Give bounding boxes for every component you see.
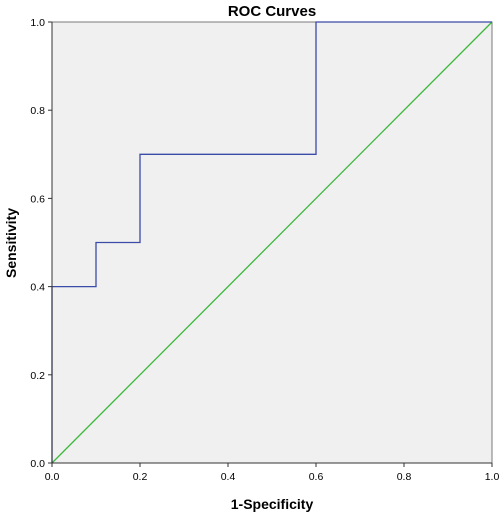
y-axis-label: Sensitivity [3,208,19,278]
y-tick-label: 0.2 [30,370,45,382]
y-tick-label: 0.8 [30,105,45,117]
y-tick-label: 0.6 [30,193,45,205]
x-tick-label: 0.8 [397,471,412,483]
y-tick-label: 0.4 [30,282,45,294]
x-tick-label: 0.4 [221,471,236,483]
x-tick-label: 0.6 [309,471,324,483]
reference-diagonal-line [51,21,493,464]
roc-curve-line [51,21,492,463]
y-tick-label: 1.0 [30,17,45,29]
x-tick-label: 0.0 [45,471,60,483]
x-tick-label: 0.2 [133,471,148,483]
chart-title: ROC Curves [228,3,316,20]
x-tick-label: 1.0 [485,471,500,483]
y-tick-label: 0.0 [30,458,45,470]
x-axis-label: 1-Specificity [231,496,314,512]
